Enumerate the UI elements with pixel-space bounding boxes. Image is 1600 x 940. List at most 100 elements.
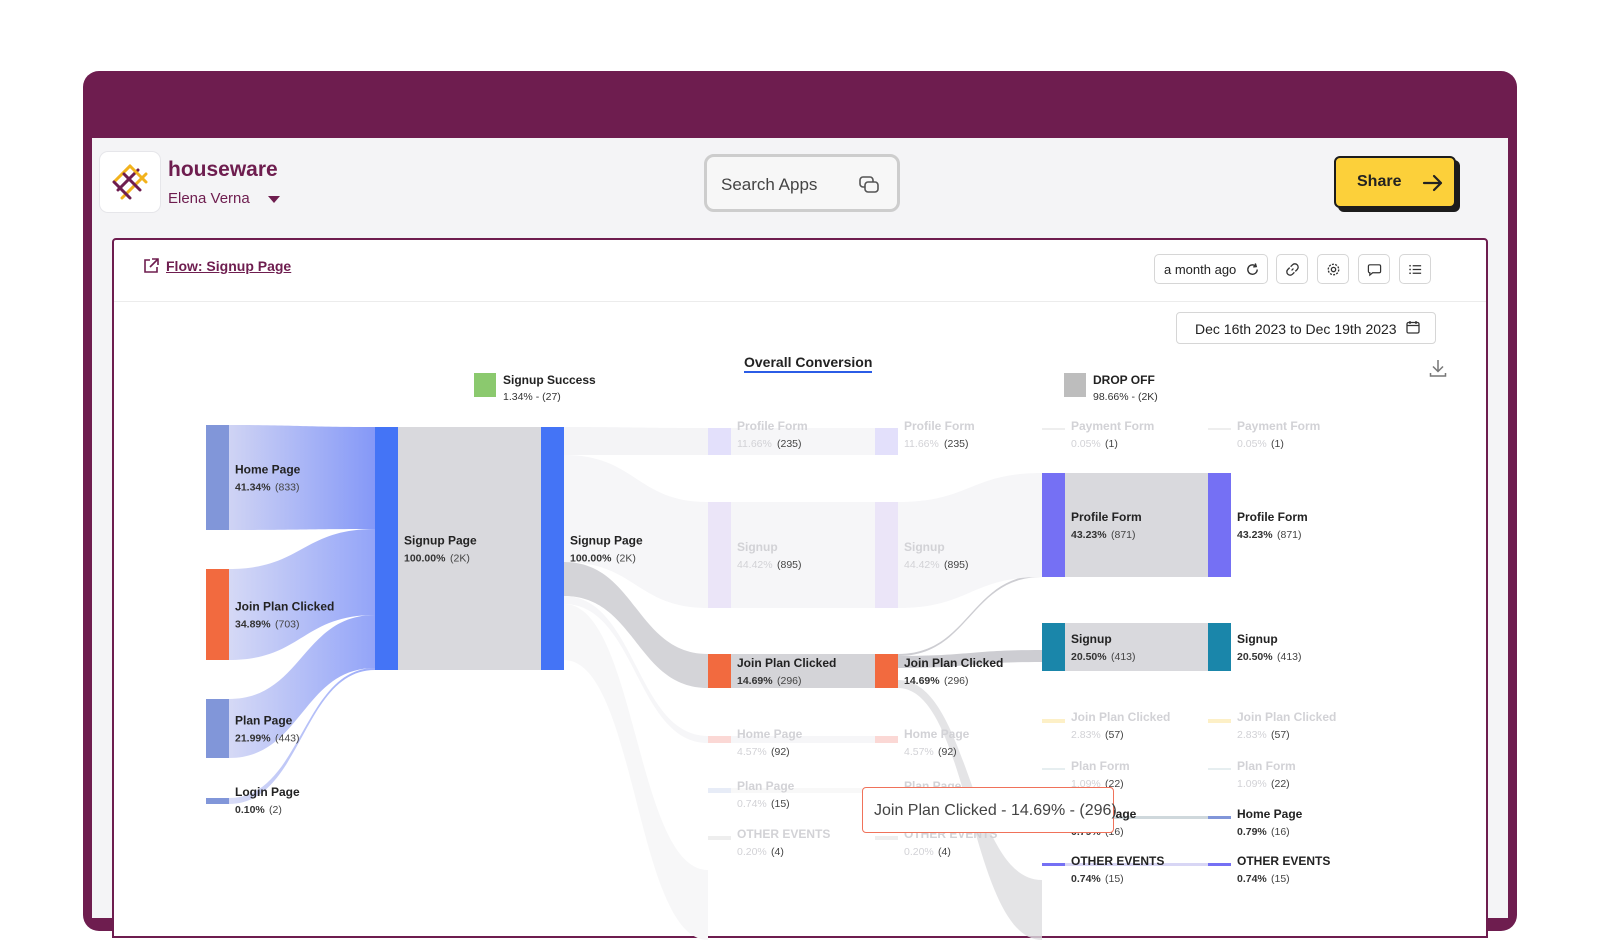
refresh-button[interactable]: a month ago: [1154, 254, 1268, 284]
node-label: Signup Page: [404, 534, 477, 548]
node-label: Join Plan Clicked: [235, 600, 334, 614]
sankey-node: [1208, 719, 1231, 723]
node-label: Profile Form: [737, 419, 808, 433]
settings-button[interactable]: [1317, 254, 1349, 284]
node-count: (57): [1105, 729, 1124, 741]
node-pct: 1.09%: [1237, 778, 1267, 790]
refresh-icon: [1247, 263, 1258, 275]
node-pct: 0.05%: [1237, 438, 1267, 450]
sankey-node: [708, 428, 731, 455]
node-tooltip: Join Plan Clicked - 14.69% - (296): [862, 787, 1117, 833]
share-button[interactable]: Share: [1334, 156, 1456, 208]
node-label: Plan Page: [235, 714, 293, 728]
calendar-icon: [1406, 321, 1420, 334]
chevron-down-icon[interactable]: [268, 196, 280, 203]
sankey-node: [1208, 768, 1231, 770]
node-pct: 34.89%: [235, 619, 271, 631]
flow-link: [1065, 816, 1208, 819]
node-pct: 20.50%: [1071, 651, 1107, 663]
node-count: (2): [269, 804, 282, 816]
date-range-label: Dec 16th 2023 to Dec 19th 2023: [1195, 321, 1397, 337]
flow-link: [898, 473, 1042, 608]
node-label: Plan Form: [1071, 759, 1130, 773]
node-label: Join Plan Clicked: [904, 656, 1003, 670]
sankey-node: [875, 654, 898, 688]
node-pct: 100.00%: [404, 553, 446, 565]
node-label: Profile Form: [904, 419, 975, 433]
sankey-node: [1208, 816, 1231, 819]
arrow-right-icon: [1422, 174, 1443, 192]
node-pct: 2.83%: [1071, 729, 1101, 741]
node-label: Signup: [737, 540, 778, 554]
flow-link: [898, 650, 1042, 668]
node-label: Signup Page: [570, 534, 643, 548]
houseware-logo[interactable]: [100, 152, 160, 212]
drop-off-swatch: [1064, 373, 1086, 397]
sankey-node: [875, 502, 898, 608]
node-pct: 0.74%: [1071, 873, 1101, 885]
node-count: (2K): [616, 553, 636, 565]
node-count: (235): [777, 438, 802, 450]
node-label: Profile Form: [1237, 510, 1308, 524]
node-label: Signup: [1071, 632, 1112, 646]
user-name[interactable]: Elena Verna: [168, 190, 250, 207]
search-apps-input[interactable]: Search Apps: [704, 154, 900, 212]
flow-link: [731, 502, 875, 608]
node-count: (895): [777, 559, 802, 571]
logo-icon: [112, 164, 148, 200]
sankey-node: [206, 699, 229, 758]
node-count: (871): [1111, 529, 1136, 541]
node-count: (1): [1105, 438, 1118, 450]
sankey-node: [1042, 623, 1065, 671]
date-range-picker[interactable]: Dec 16th 2023 to Dec 19th 2023: [1176, 312, 1436, 344]
list-view-button[interactable]: [1399, 254, 1431, 284]
sankey-node: [875, 836, 898, 840]
refresh-label: a month ago: [1164, 262, 1237, 277]
flow-link: [731, 736, 875, 743]
open-external-icon[interactable]: [142, 257, 160, 275]
sankey-node: [708, 836, 731, 840]
flow-title-link[interactable]: Flow: Signup Page: [166, 258, 292, 274]
node-pct: 0.10%: [235, 804, 265, 816]
flow-link: [1065, 473, 1208, 577]
node-count: (92): [771, 746, 790, 758]
node-pct: 0.05%: [1071, 438, 1101, 450]
node-count: (413): [1277, 651, 1302, 663]
node-count: (16): [1271, 826, 1290, 838]
legend-label: DROP OFF: [1093, 373, 1155, 387]
top-bar: houseware Elena Verna Search Apps Share: [92, 138, 1508, 230]
node-label: Plan Form: [1237, 759, 1296, 773]
flow-panel: Flow: Signup Page a month ago: [112, 238, 1488, 940]
node-pct: 20.50%: [1237, 651, 1273, 663]
node-label: Profile Form: [1071, 510, 1142, 524]
overall-conversion-tab[interactable]: Overall Conversion: [744, 354, 873, 373]
sankey-node: [1042, 768, 1065, 770]
flow-link: [398, 427, 541, 670]
node-count: (57): [1271, 729, 1290, 741]
download-icon[interactable]: [1428, 358, 1448, 378]
flow-link: [898, 575, 1042, 656]
node-pct: 21.99%: [235, 733, 271, 745]
node-label: Join Plan Clicked: [1237, 710, 1336, 724]
node-count: (2K): [450, 553, 470, 565]
sankey-node: [1208, 473, 1231, 577]
comments-button[interactable]: [1358, 254, 1390, 284]
node-count: (4): [771, 846, 784, 858]
flow-link: [229, 668, 375, 804]
node-pct: 2.83%: [1237, 729, 1267, 741]
flow-link: [564, 427, 708, 455]
node-label: Home Page: [235, 463, 301, 477]
sankey-node: [541, 427, 564, 670]
legend-stat: 98.66% - (2K): [1093, 391, 1158, 403]
node-label: Payment Form: [1071, 419, 1154, 433]
legend-stat: 1.34% - (27): [503, 391, 561, 403]
copy-link-button[interactable]: [1276, 254, 1308, 284]
share-label: Share: [1357, 173, 1402, 190]
flow-link: [1065, 623, 1208, 671]
sankey-node: [206, 425, 229, 530]
flow-link: [731, 654, 875, 688]
gear-icon: [1327, 263, 1340, 276]
node-pct: 14.69%: [737, 675, 773, 687]
flow-link: [731, 788, 875, 793]
node-pct: 0.20%: [904, 846, 934, 858]
